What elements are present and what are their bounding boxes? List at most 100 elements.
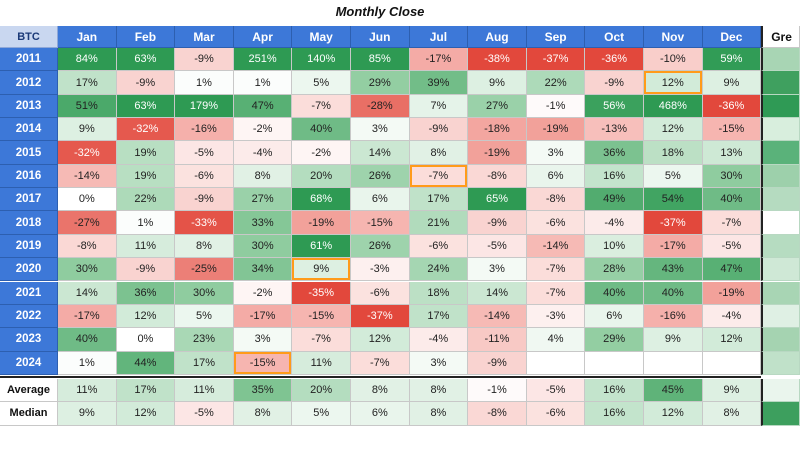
year-label-2018[interactable]: 2018: [0, 211, 58, 235]
return-cell[interactable]: 8%: [175, 234, 234, 259]
summary-cell[interactable]: -1%: [468, 378, 527, 403]
right-column-cell[interactable]: [761, 48, 800, 72]
return-cell[interactable]: 16%: [585, 164, 644, 189]
month-header-nov[interactable]: Nov: [644, 26, 703, 48]
right-column-cell[interactable]: [761, 188, 800, 212]
return-cell[interactable]: 63%: [116, 94, 176, 119]
return-cell[interactable]: 49%: [585, 188, 644, 212]
return-cell[interactable]: -17%: [58, 304, 117, 329]
return-cell[interactable]: 6%: [351, 188, 410, 212]
return-cell[interactable]: -5%: [175, 141, 234, 165]
summary-cell[interactable]: 6%: [351, 402, 410, 426]
return-cell[interactable]: 3%: [351, 118, 410, 142]
year-label-2016[interactable]: 2016: [0, 164, 58, 189]
return-cell[interactable]: -5%: [702, 234, 762, 259]
month-header-jun[interactable]: Jun: [351, 26, 410, 48]
return-cell[interactable]: -17%: [233, 304, 293, 329]
right-column-cell[interactable]: [761, 281, 800, 305]
return-cell[interactable]: -15%: [233, 351, 293, 375]
return-cell[interactable]: 34%: [233, 258, 293, 282]
return-cell[interactable]: 47%: [233, 94, 293, 119]
return-cell[interactable]: -17%: [644, 234, 703, 259]
summary-cell[interactable]: 11%: [58, 378, 117, 403]
return-cell[interactable]: -38%: [468, 48, 527, 72]
year-label-2023[interactable]: 2023: [0, 328, 58, 352]
return-cell[interactable]: -27%: [58, 211, 117, 235]
year-label-2017[interactable]: 2017: [0, 188, 58, 212]
summary-cell[interactable]: 9%: [58, 402, 117, 426]
return-cell[interactable]: 36%: [585, 141, 644, 165]
return-cell[interactable]: -7%: [292, 328, 351, 352]
return-cell[interactable]: -16%: [175, 118, 234, 142]
return-cell[interactable]: -36%: [585, 48, 644, 72]
return-cell[interactable]: 29%: [351, 71, 410, 95]
return-cell[interactable]: -4%: [233, 141, 293, 165]
return-cell[interactable]: -14%: [526, 234, 586, 259]
return-cell[interactable]: -2%: [233, 281, 293, 305]
return-cell[interactable]: -36%: [702, 94, 762, 119]
return-cell[interactable]: -9%: [175, 188, 234, 212]
summary-cell[interactable]: 12%: [116, 402, 176, 426]
return-cell[interactable]: 59%: [702, 48, 762, 72]
return-cell[interactable]: 14%: [468, 281, 527, 305]
return-cell[interactable]: 26%: [351, 234, 410, 259]
right-column-cell[interactable]: [761, 164, 800, 189]
return-cell[interactable]: 6%: [585, 304, 644, 329]
summary-cell[interactable]: 8%: [233, 402, 293, 426]
return-cell[interactable]: 51%: [58, 94, 117, 119]
return-cell[interactable]: 9%: [292, 258, 351, 282]
return-cell[interactable]: 85%: [351, 48, 410, 72]
return-cell[interactable]: -5%: [468, 234, 527, 259]
return-cell[interactable]: -32%: [58, 141, 117, 165]
summary-cell[interactable]: 8%: [351, 378, 410, 403]
summary-cell[interactable]: 16%: [585, 402, 644, 426]
return-cell[interactable]: 21%: [409, 211, 469, 235]
return-cell[interactable]: 30%: [233, 234, 293, 259]
return-cell[interactable]: -35%: [292, 281, 351, 305]
return-cell[interactable]: -19%: [526, 118, 586, 142]
year-label-2015[interactable]: 2015: [0, 141, 58, 165]
return-cell[interactable]: 4%: [526, 328, 586, 352]
return-cell[interactable]: -3%: [526, 304, 586, 329]
return-cell[interactable]: 12%: [351, 328, 410, 352]
right-column-cell[interactable]: [761, 71, 800, 95]
return-cell[interactable]: 251%: [233, 48, 293, 72]
return-cell[interactable]: 54%: [644, 188, 703, 212]
return-cell[interactable]: 12%: [644, 71, 703, 95]
return-cell[interactable]: -8%: [58, 234, 117, 259]
year-label-2019[interactable]: 2019: [0, 234, 58, 259]
year-label-2022[interactable]: 2022: [0, 304, 58, 329]
return-cell[interactable]: -15%: [351, 211, 410, 235]
right-column-cell[interactable]: [761, 258, 800, 282]
month-header-oct[interactable]: Oct: [585, 26, 644, 48]
return-cell[interactable]: -6%: [526, 211, 586, 235]
return-cell[interactable]: -33%: [175, 211, 234, 235]
return-cell[interactable]: 3%: [409, 351, 469, 375]
return-cell[interactable]: 22%: [116, 188, 176, 212]
month-header-aug[interactable]: Aug: [468, 26, 527, 48]
return-cell[interactable]: 84%: [58, 48, 117, 72]
return-cell[interactable]: 40%: [292, 118, 351, 142]
return-cell[interactable]: [526, 351, 586, 375]
right-column-cell[interactable]: [761, 94, 800, 119]
return-cell[interactable]: 13%: [702, 141, 762, 165]
return-cell[interactable]: 17%: [175, 351, 234, 375]
return-cell[interactable]: -9%: [468, 351, 527, 375]
return-cell[interactable]: 468%: [644, 94, 703, 119]
return-cell[interactable]: 61%: [292, 234, 351, 259]
return-cell[interactable]: 8%: [409, 141, 469, 165]
return-cell[interactable]: -16%: [644, 304, 703, 329]
return-cell[interactable]: 6%: [526, 164, 586, 189]
return-cell[interactable]: -25%: [175, 258, 234, 282]
return-cell[interactable]: 7%: [409, 94, 469, 119]
return-cell[interactable]: 1%: [58, 351, 117, 375]
summary-cell[interactable]: 8%: [702, 402, 762, 426]
return-cell[interactable]: -8%: [526, 188, 586, 212]
month-header-feb[interactable]: Feb: [116, 26, 176, 48]
return-cell[interactable]: 1%: [233, 71, 293, 95]
year-label-2011[interactable]: 2011: [0, 48, 58, 72]
return-cell[interactable]: 22%: [526, 71, 586, 95]
right-column-cell[interactable]: [761, 402, 800, 426]
month-header-apr[interactable]: Apr: [233, 26, 293, 48]
return-cell[interactable]: 17%: [409, 188, 469, 212]
